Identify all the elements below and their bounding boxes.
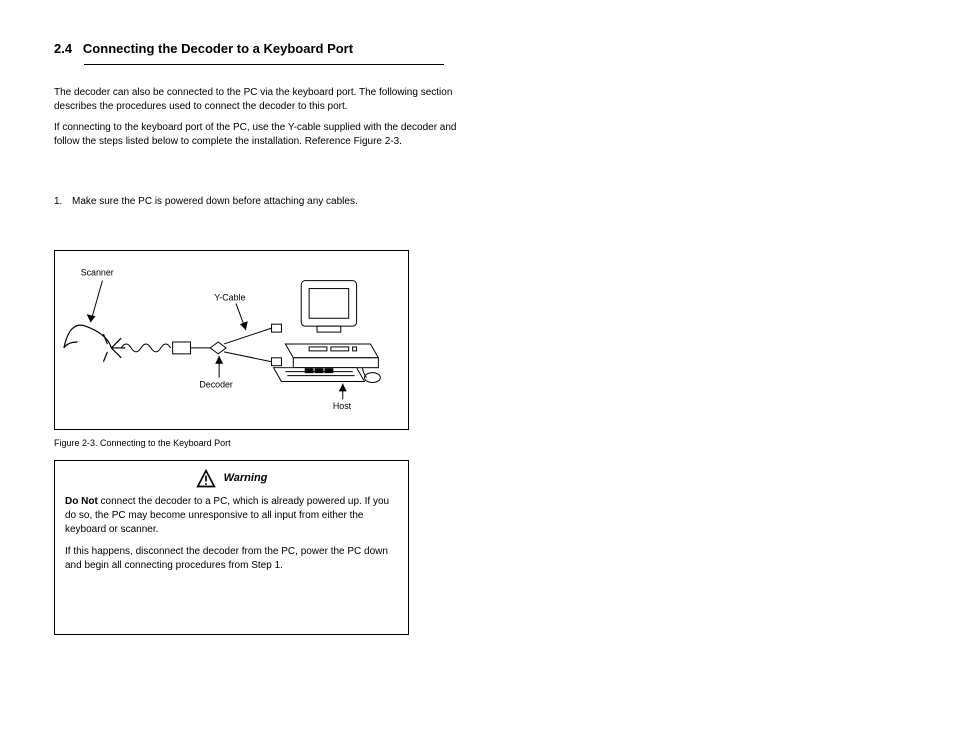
decoder-label: Decoder [199,379,233,389]
step-list: 1. Make sure the PC is powered down befo… [54,195,464,209]
figure-box: Scanner Decoder [54,250,409,430]
warning-triangle-icon [196,469,216,489]
section-title: Connecting the Decoder to a Keyboard Por… [83,41,353,56]
y-branch-top [224,328,271,344]
step-item: 1. Make sure the PC is powered down befo… [54,195,464,209]
step-number: 1. [54,195,72,209]
warning-p1-rest: connect the decoder to a PC, which is al… [65,496,389,535]
figure-caption: Figure 2-3. Connecting to the Keyboard P… [54,438,409,448]
connection-diagram: Scanner Decoder [55,251,408,429]
ycable-label: Y-Cable [214,292,245,302]
intro-text: The decoder can also be connected to the… [54,86,464,156]
decoder-icon [173,342,191,354]
section-number: 2.4 [54,41,72,56]
y-junction-icon [210,342,226,354]
y-plug-bottom [272,358,282,366]
y-plug-top [272,324,282,332]
scanner-icon [64,325,125,362]
heading-line-1: 2.4 Connecting the Decoder to a Keyboard… [54,40,474,58]
intro-paragraph-2: If connecting to the keyboard port of th… [54,121,464,148]
decoder-arrow-head [215,356,223,364]
ycable-arrow-head [240,321,248,330]
heading-rule [84,64,444,65]
warning-paragraph-2: If this happens, disconnect the decoder … [65,545,398,573]
scanner-label: Scanner [81,268,114,278]
intro-paragraph-1: The decoder can also be connected to the… [54,86,464,113]
section-heading: 2.4 Connecting the Decoder to a Keyboard… [54,40,474,73]
host-label: Host [333,401,352,411]
warning-paragraph-1: Do Not connect the decoder to a PC, whic… [65,495,398,537]
coiled-cable [121,344,170,352]
warning-title: Warning [224,471,268,486]
warning-box: Warning Do Not connect the decoder to a … [54,460,409,635]
host-computer-icon [274,281,381,383]
document-page: 2.4 Connecting the Decoder to a Keyboard… [0,0,954,738]
y-branch-bottom [224,352,271,362]
warning-body: Do Not connect the decoder to a PC, whic… [65,495,398,573]
host-arrow-head [339,384,347,392]
warning-p1-bold: Do Not [65,496,98,507]
step-text: Make sure the PC is powered down before … [72,195,464,209]
scanner-arrow-head [87,314,96,322]
warning-header: Warning [65,469,398,489]
